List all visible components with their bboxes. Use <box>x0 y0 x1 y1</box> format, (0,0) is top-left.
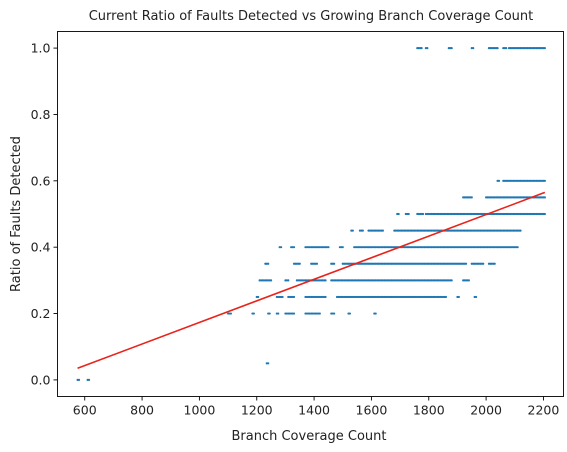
data-point <box>270 279 272 281</box>
data-point <box>333 263 335 265</box>
data-point <box>230 312 232 314</box>
data-point <box>422 213 424 215</box>
x-axis: 600 800 1000 1200 1400 1600 1800 2000 2200 <box>73 397 560 418</box>
data-point <box>426 47 428 49</box>
data-point <box>451 279 453 281</box>
data-point <box>352 229 354 231</box>
x-tick-label: 1000 <box>184 403 216 418</box>
data-point <box>299 263 301 265</box>
y-tick-label: 0.6 <box>31 173 51 188</box>
x-tick-label: 1800 <box>413 403 445 418</box>
data-point <box>293 312 295 314</box>
data-point <box>277 312 279 314</box>
data-point <box>287 279 289 281</box>
data-point <box>468 279 470 281</box>
data-point <box>408 213 410 215</box>
data-point <box>253 312 255 314</box>
data-point <box>375 312 377 314</box>
y-tick-label: 0.2 <box>31 306 51 321</box>
data-point <box>420 47 422 49</box>
data-point <box>349 312 351 314</box>
data-point <box>327 246 329 248</box>
trend-layer <box>78 192 545 368</box>
data-point <box>293 246 295 248</box>
y-axis-label: Ratio of Faults Detected <box>9 136 24 292</box>
y-tick-label: 1.0 <box>31 41 51 56</box>
data-point <box>88 379 90 381</box>
data-point <box>496 47 498 49</box>
data-point <box>472 47 474 49</box>
data-point <box>281 296 283 298</box>
data-point <box>458 296 460 298</box>
data-point <box>319 312 321 314</box>
data-point <box>324 296 326 298</box>
x-axis-label: Branch Coverage Count <box>231 429 386 444</box>
y-tick-label: 0.0 <box>31 372 51 387</box>
y-tick-label: 0.4 <box>31 240 51 255</box>
data-point <box>544 213 546 215</box>
data-point <box>398 213 400 215</box>
data-point <box>257 296 259 298</box>
data-point <box>293 296 295 298</box>
data-point <box>517 246 519 248</box>
x-tick-label: 1200 <box>241 403 273 418</box>
data-point <box>544 180 546 182</box>
data-point <box>445 296 447 298</box>
points-layer <box>76 47 546 381</box>
x-tick-label: 1600 <box>356 403 388 418</box>
data-point <box>269 312 271 314</box>
data-point <box>482 263 484 265</box>
y-tick-label: 0.8 <box>31 107 51 122</box>
data-point <box>267 263 269 265</box>
data-point <box>544 47 546 49</box>
data-point <box>267 362 269 364</box>
data-point <box>342 246 344 248</box>
data-point <box>519 229 521 231</box>
x-tick-label: 2200 <box>528 403 560 418</box>
data-point <box>78 379 80 381</box>
data-point <box>382 229 384 231</box>
data-point <box>505 47 507 49</box>
data-point <box>316 263 318 265</box>
data-point <box>451 47 453 49</box>
x-tick-label: 800 <box>130 403 154 418</box>
data-point <box>324 279 326 281</box>
x-tick-label: 600 <box>73 403 97 418</box>
data-point <box>465 263 467 265</box>
x-tick-label: 2000 <box>470 403 502 418</box>
x-tick-label: 1400 <box>298 403 330 418</box>
y-axis: 0.0 0.2 0.4 0.6 0.8 1.0 <box>31 41 58 388</box>
data-point <box>471 196 473 198</box>
data-point <box>498 180 500 182</box>
trend-line <box>78 192 545 368</box>
data-point <box>475 296 477 298</box>
data-point <box>362 229 364 231</box>
data-point <box>544 196 546 198</box>
data-point <box>494 263 496 265</box>
data-point <box>280 246 282 248</box>
chart-title: Current Ratio of Faults Detected vs Grow… <box>89 9 534 24</box>
data-point <box>333 312 335 314</box>
